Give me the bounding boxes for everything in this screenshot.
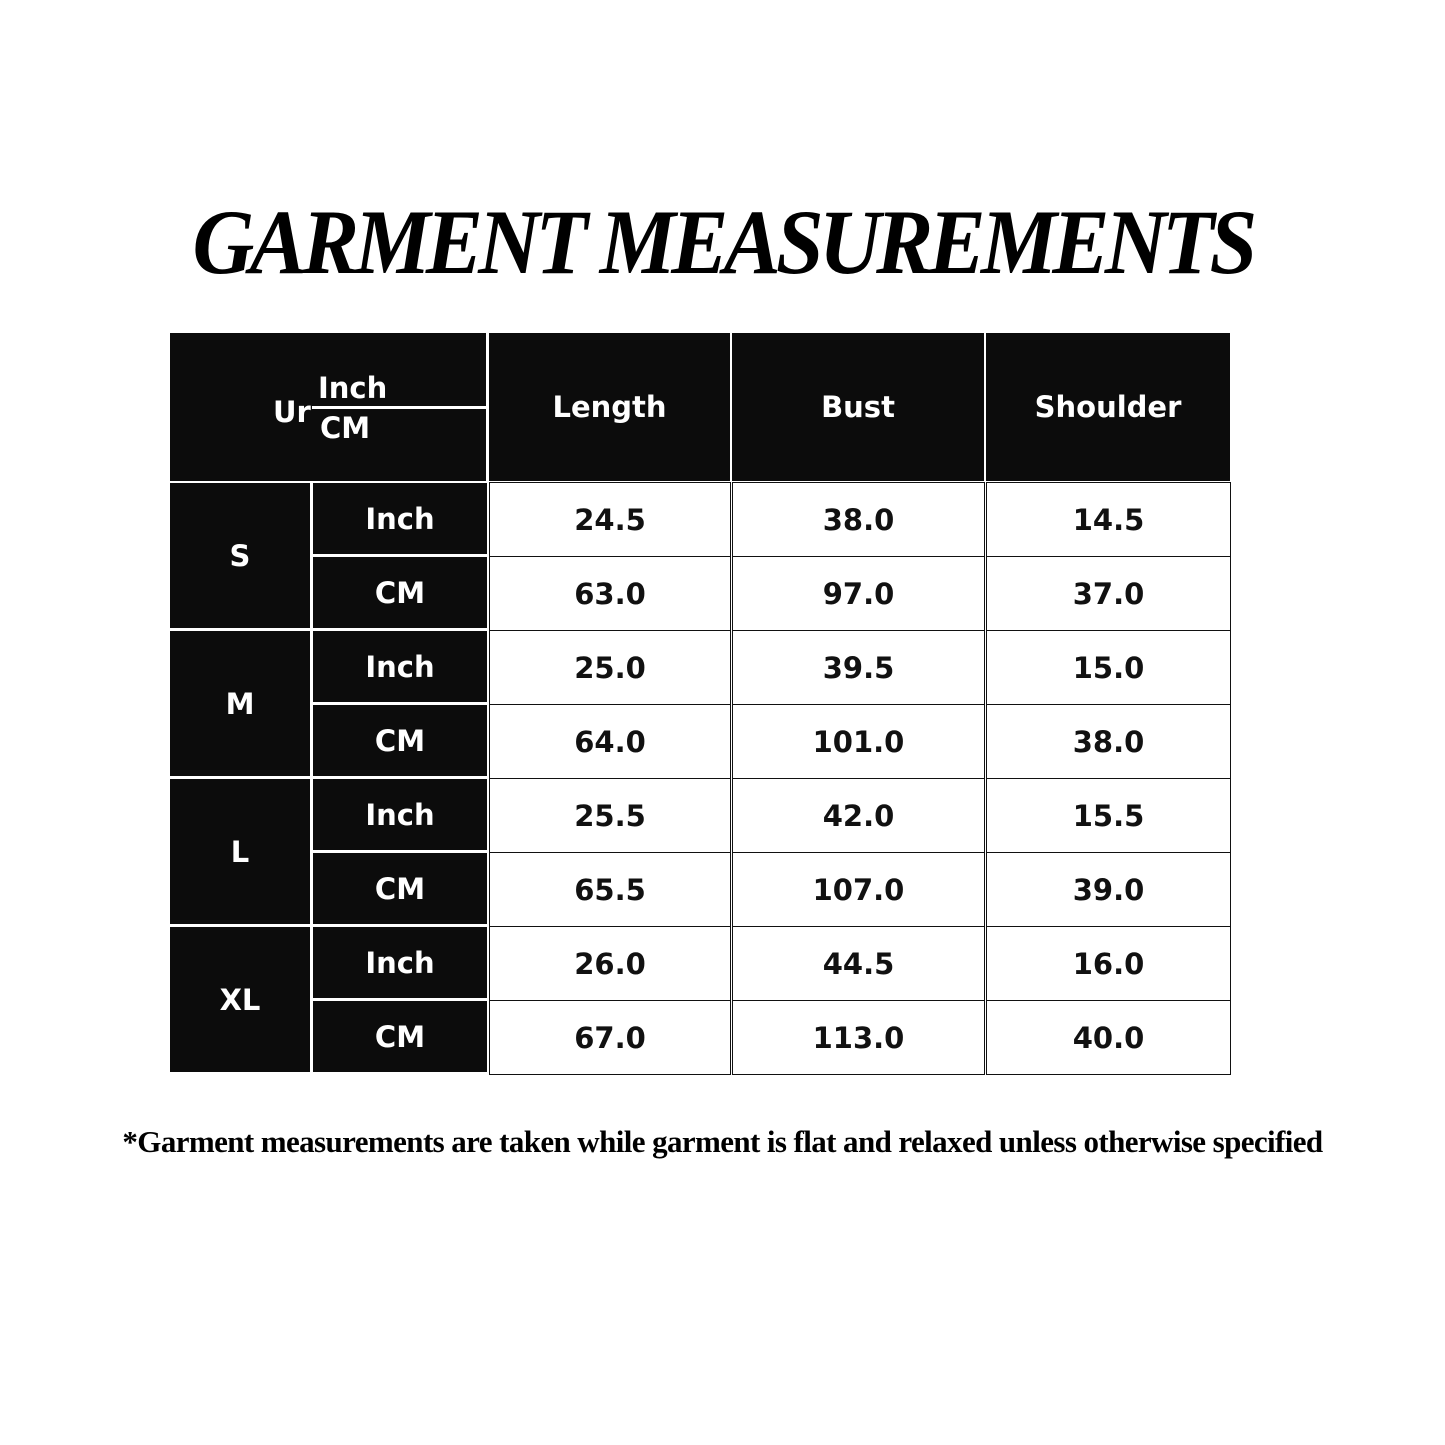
size-label: XL	[170, 927, 310, 1072]
measurement-cell: 15.0	[986, 630, 1231, 705]
measurement-cell: 101.0	[732, 704, 985, 779]
measurement-cell: 39.5	[732, 630, 985, 705]
measurement-cell: 24.5	[489, 482, 731, 557]
unit-label: CM	[313, 705, 487, 776]
column-header-length: Length	[489, 333, 730, 481]
unit-label: CM	[313, 557, 487, 628]
unit-label: Inch	[313, 631, 487, 702]
unit-label: CM	[313, 1001, 487, 1072]
unit-label: Inch	[313, 927, 487, 998]
measurement-cell: 25.0	[489, 630, 731, 705]
measurement-cell: 65.5	[489, 852, 731, 927]
measurement-cell: 37.0	[986, 556, 1231, 631]
unit-label: Inch	[313, 483, 487, 554]
measurement-cell: 39.0	[986, 852, 1231, 927]
measurement-cell: 107.0	[732, 852, 985, 927]
measurement-cell: 64.0	[489, 704, 731, 779]
measurement-cell: 40.0	[986, 1000, 1231, 1075]
column-header-bust: Bust	[732, 333, 984, 481]
measurement-cell: 38.0	[986, 704, 1231, 779]
corner-divider	[312, 406, 486, 409]
measurement-cell: 16.0	[986, 926, 1231, 1001]
measurement-cell: 38.0	[732, 482, 985, 557]
corner-inch-label: Inch	[318, 371, 388, 405]
measurement-cell: 113.0	[732, 1000, 985, 1075]
measurement-cell: 26.0	[489, 926, 731, 1001]
corner-cm-label: CM	[320, 411, 371, 445]
measurement-cell: 15.5	[986, 778, 1231, 853]
size-label: M	[170, 631, 310, 776]
unit-label: Inch	[313, 779, 487, 850]
measurement-cell: 25.5	[489, 778, 731, 853]
footnote: *Garment measurements are taken while ga…	[122, 1124, 1323, 1159]
measurement-cell: 97.0	[732, 556, 985, 631]
measurement-cell: 44.5	[732, 926, 985, 1001]
column-header-shoulder: Shoulder	[986, 333, 1230, 481]
size-label: S	[170, 483, 310, 628]
unit-label: CM	[313, 853, 487, 924]
unit-corner-header: Ur Inch CM	[170, 333, 486, 481]
measurement-cell: 67.0	[489, 1000, 731, 1075]
measurement-cell: 63.0	[489, 556, 731, 631]
corner-label: Ur	[273, 395, 311, 429]
size-label: L	[170, 779, 310, 924]
measurement-cell: 42.0	[732, 778, 985, 853]
measurement-cell: 14.5	[986, 482, 1231, 557]
page-title: GARMENT MEASUREMENTS	[192, 191, 1257, 293]
